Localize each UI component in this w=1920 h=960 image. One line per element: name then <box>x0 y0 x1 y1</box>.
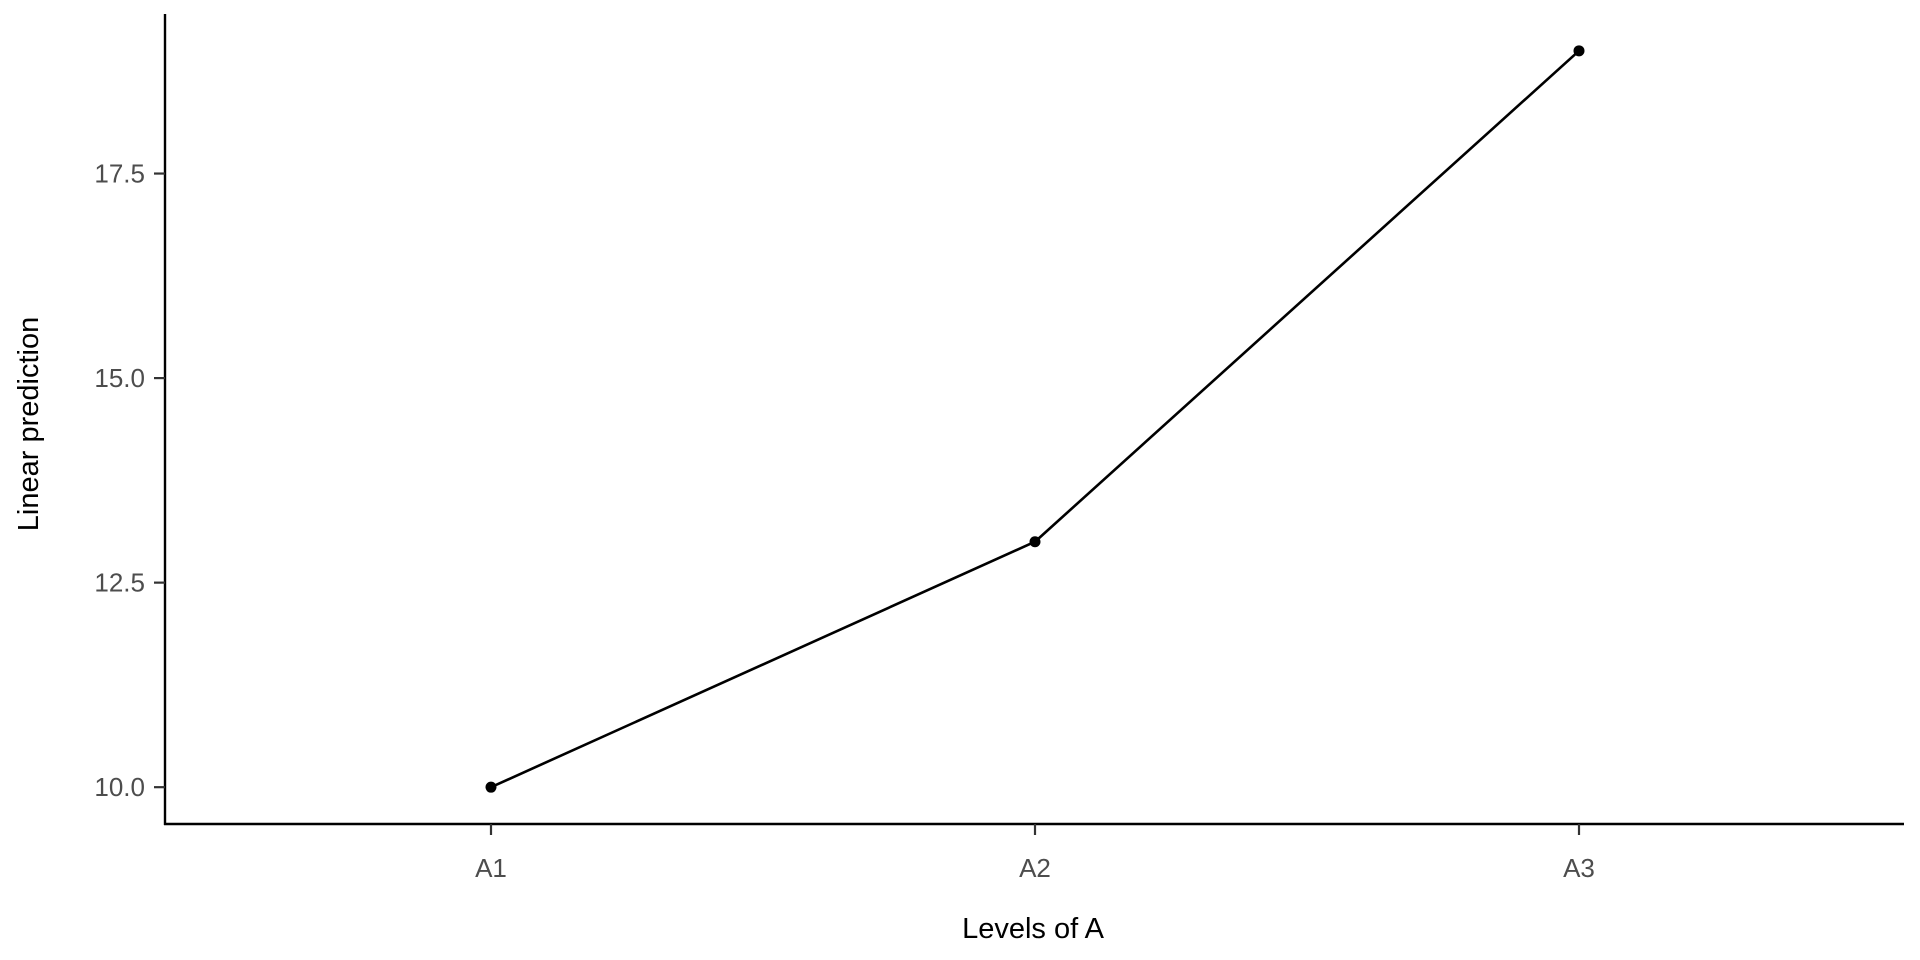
data-point <box>1029 536 1041 548</box>
y-tick-label: 15.0 <box>94 363 145 393</box>
y-tick-label: 17.5 <box>94 159 145 189</box>
series-group <box>485 45 1585 793</box>
y-axis-ticks: 10.0 12.5 15.0 17.5 <box>94 159 165 802</box>
x-axis-ticks: A1 A2 A3 <box>475 824 1595 883</box>
data-point <box>1573 45 1585 57</box>
data-point <box>485 781 497 793</box>
x-axis-title: Levels of A <box>962 913 1105 945</box>
y-tick-label: 12.5 <box>94 568 145 598</box>
x-tick-label: A2 <box>1019 853 1051 883</box>
y-axis-title: Linear prediction <box>13 317 45 531</box>
axes-group <box>163 14 1904 826</box>
x-tick-label: A3 <box>1563 853 1595 883</box>
y-tick-label: 10.0 <box>94 772 145 802</box>
series-line <box>489 49 1581 789</box>
x-tick-label: A1 <box>475 853 507 883</box>
